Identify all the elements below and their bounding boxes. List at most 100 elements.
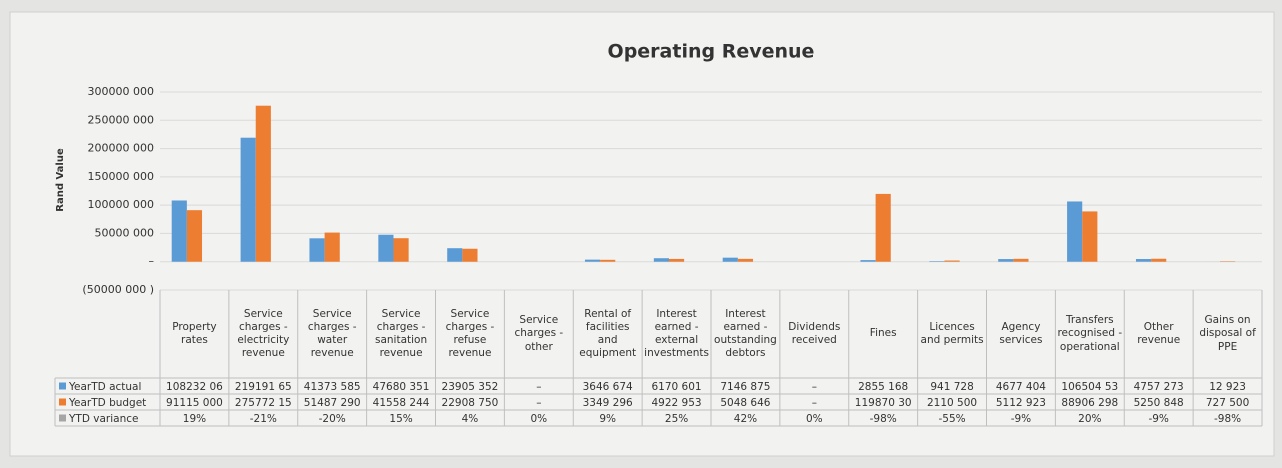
table-value: 23905 352	[442, 381, 499, 393]
legend-swatch	[59, 382, 66, 390]
table-value: -55%	[938, 413, 965, 425]
category-cell: Interest earned - outstanding debtors	[714, 307, 777, 360]
category-cell: Other revenue	[1137, 320, 1181, 346]
table-value: 2110 500	[927, 397, 977, 409]
table-value: –	[536, 397, 541, 409]
table-value: 51487 290	[304, 397, 361, 409]
category-cell: Licences and permits	[920, 320, 984, 346]
x-tick-label: Gains on disposal of PPE	[1199, 314, 1256, 353]
table-value: 219191 65	[235, 381, 292, 393]
bar	[653, 258, 669, 262]
table-value: –	[536, 381, 541, 393]
category-cell: Agency services	[999, 321, 1042, 346]
table-value: 4%	[462, 413, 479, 425]
bar	[393, 238, 409, 262]
table-value: -21%	[250, 413, 277, 425]
table-value: 4922 953	[652, 397, 702, 409]
y-tick-label: 150000 000	[88, 170, 154, 183]
bar	[600, 259, 616, 262]
table-value: –	[812, 397, 817, 409]
category-cell: Transfers recognised - operational	[1057, 314, 1123, 353]
table-value: -9%	[1148, 413, 1168, 425]
table-value: 7146 875	[720, 381, 770, 393]
bar	[1135, 259, 1152, 262]
bar	[668, 258, 685, 262]
bar	[860, 260, 876, 262]
table-value: 5048 646	[720, 397, 770, 409]
category-cell: Interest earned - external investments	[644, 308, 709, 359]
bar	[447, 248, 463, 262]
legend-label: YearTD budget	[68, 397, 146, 409]
y-tick-label: 300000 000	[88, 85, 154, 98]
table-value: 41558 244	[373, 397, 430, 409]
y-tick-label: (50000 000 )	[82, 283, 154, 296]
table-value: 941 728	[930, 381, 973, 393]
legend-label: YTD variance	[68, 413, 138, 425]
legend-swatch	[59, 398, 66, 406]
legend-swatch	[59, 414, 66, 422]
table-value: –	[812, 381, 817, 393]
table-value: 5250 848	[1134, 397, 1184, 409]
bar	[324, 232, 340, 262]
x-tick-label: Interest earned - outstanding debtors	[714, 307, 777, 360]
table-value: 19%	[183, 413, 206, 425]
table-value: 2855 168	[858, 381, 908, 393]
bar	[737, 258, 754, 262]
table-value: 108232 06	[166, 381, 223, 393]
x-tick-label: Transfers recognised - operational	[1057, 314, 1123, 353]
table-value: 12 923	[1209, 381, 1246, 393]
x-tick-label: Service charges - refuse revenue	[445, 307, 495, 360]
category-cell: Rental of facilities and equipment	[579, 307, 637, 360]
bar	[309, 238, 325, 262]
bar	[1151, 258, 1167, 262]
category-cell: Gains on disposal of PPE	[1199, 314, 1256, 353]
y-tick-label: 100000 000	[88, 198, 154, 211]
bar	[929, 261, 945, 262]
table-value: 47680 351	[373, 381, 430, 393]
bar	[171, 200, 187, 262]
y-axis-label: Rand Value	[55, 148, 66, 212]
bar	[998, 259, 1014, 262]
category-cell: Fines	[870, 327, 897, 339]
table-value: 4757 273	[1134, 381, 1184, 393]
table-value: 3349 296	[583, 397, 633, 409]
table-value: 0%	[530, 413, 547, 425]
bar	[240, 137, 256, 262]
table-value: 0%	[806, 413, 823, 425]
table-value: 22908 750	[442, 397, 499, 409]
y-tick-label: –	[149, 255, 155, 268]
x-tick-label: Licences and permits	[920, 320, 984, 346]
chart-title: Operating Revenue	[608, 41, 815, 63]
bar	[378, 234, 394, 262]
table-value: 5112 923	[996, 397, 1046, 409]
legend-label: YearTD actual	[68, 381, 141, 393]
table-value: 25%	[665, 413, 688, 425]
table-value: 15%	[389, 413, 412, 425]
category-cell: Service charges - refuse revenue	[445, 307, 495, 360]
bar	[1082, 211, 1098, 262]
table-value: -9%	[1011, 413, 1031, 425]
table-value: -98%	[870, 413, 897, 425]
table-value: 275772 15	[235, 397, 292, 409]
bar	[722, 257, 738, 262]
table-value: -20%	[319, 413, 346, 425]
category-cell: Dividends received	[788, 321, 840, 346]
table-value: 42%	[734, 413, 757, 425]
x-tick-label: Other revenue	[1137, 320, 1181, 346]
bar	[875, 193, 891, 262]
y-tick-label: 200000 000	[88, 142, 154, 155]
category-cell: Service charges - sanitation revenue	[375, 308, 427, 359]
bar	[255, 105, 271, 262]
category-cell: Service charges - water revenue	[308, 308, 357, 359]
table-value: 88906 298	[1061, 397, 1118, 409]
x-tick-label: Rental of facilities and equipment	[579, 307, 637, 360]
table-value: 119870 30	[855, 397, 912, 409]
category-cell: Property rates	[172, 321, 216, 346]
table-value: 20%	[1078, 413, 1101, 425]
table-value: 106504 53	[1061, 381, 1118, 393]
category-cell: Service charges - other	[514, 314, 563, 352]
table-value: 727 500	[1206, 397, 1249, 409]
bar	[1013, 258, 1029, 262]
